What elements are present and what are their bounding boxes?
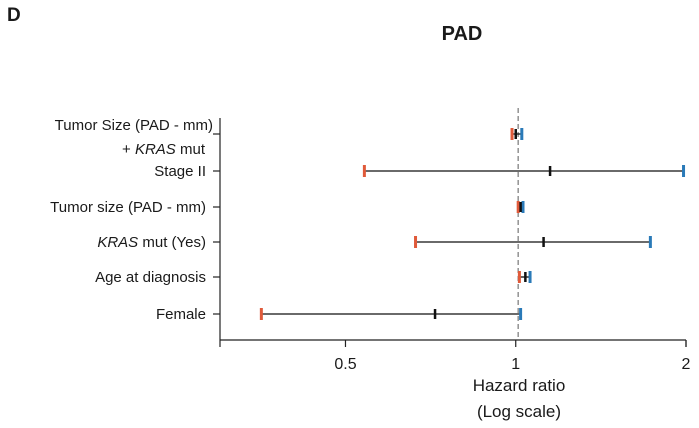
forest-row-1: Stage II (154, 163, 686, 180)
forest-rows: Tumor Size (PAD - mm) + KRAS mut Stage II T… (50, 117, 686, 323)
forest-row-2: Tumor size (PAD - mm) (50, 199, 525, 216)
forest-row-4: Age at diagnosis (95, 269, 532, 286)
row-label-5: Female (156, 306, 206, 323)
row-label-0: Tumor Size (PAD - mm) (55, 117, 213, 134)
row-label-3: KRAS mut (Yes) (97, 234, 206, 251)
forest-row-0: Tumor Size (PAD - mm) + KRAS mut (55, 117, 524, 158)
row-label-1: Stage II (154, 163, 206, 180)
axes: 0.5 1 2 Hazard ratio (Log scale) (219, 118, 691, 421)
x-tick-label-0: 0.5 (334, 356, 356, 373)
row-label-4: Age at diagnosis (95, 269, 206, 286)
row-label-2: Tumor size (PAD - mm) (50, 199, 206, 216)
forest-row-5: Female (156, 306, 523, 323)
forest-row-3: KRAS mut (Yes) (97, 234, 652, 251)
x-tick-label-2: 2 (682, 356, 691, 373)
x-axis-label: Hazard ratio (473, 376, 566, 395)
chart-title: PAD (441, 23, 483, 45)
x-tick-label-1: 1 (511, 356, 520, 373)
panel-label: D (7, 5, 21, 26)
row-label-line2-0: + KRAS mut (122, 141, 206, 158)
x-axis-label-sub: (Log scale) (477, 402, 561, 421)
